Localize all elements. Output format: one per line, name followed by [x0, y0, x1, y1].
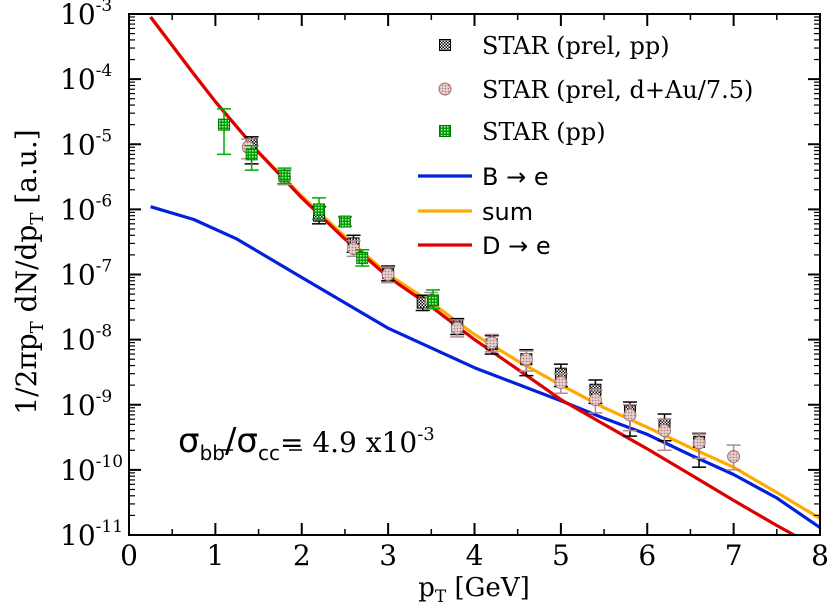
- x-tick-label: 6: [638, 539, 656, 572]
- data-point: [381, 268, 395, 281]
- legend-label: D → e: [482, 232, 551, 260]
- y-tick-label: 10-11: [60, 517, 123, 552]
- data-points: [217, 108, 741, 471]
- y-tick-label: 10-7: [60, 257, 112, 292]
- legend-label: B → e: [482, 163, 549, 191]
- data-point: [658, 424, 672, 438]
- data-point: [218, 118, 231, 131]
- data-point: [347, 242, 361, 256]
- x-axis: 0 1 2 3 4 5 6 7 8: [120, 14, 829, 572]
- x-tick-label: 2: [293, 539, 311, 572]
- legend-label: sum: [482, 198, 533, 226]
- y-axis-title: 1/2πpT dN/dpT [a.u.]: [10, 129, 48, 414]
- data-point: [278, 169, 291, 182]
- y-tick-label: 10-4: [60, 61, 112, 96]
- data-point: [313, 203, 326, 216]
- y-tick-label: 10-10: [60, 452, 123, 487]
- cross-section-ratio-annotation: σbb/σcc= 4.9 x10-3: [178, 421, 435, 465]
- data-point: [338, 215, 351, 228]
- data-point: [692, 436, 706, 450]
- data-point: [554, 375, 568, 389]
- y-tick-label: 10-5: [60, 126, 112, 161]
- x-tick-label: 8: [811, 539, 829, 572]
- data-point: [519, 352, 533, 366]
- y-tick-label: 10-6: [60, 191, 112, 226]
- data-point: [356, 251, 369, 264]
- data-point: [427, 294, 440, 307]
- curves: [149, 16, 820, 535]
- legend-label: STAR (prel, d+Au/7.5): [482, 76, 753, 104]
- data-point: [450, 321, 464, 335]
- y-axis: 10-3 10-4 10-5 10-6 10-7 10-8 10-9 10-10 10-11: [60, 0, 820, 552]
- data-point: [485, 336, 499, 350]
- legend-label: STAR (prel, pp): [482, 32, 670, 60]
- svg-text:σbb/σcc= 4.9 x10-3: σbb/σcc= 4.9 x10-3: [178, 421, 435, 465]
- x-tick-label: 3: [379, 539, 397, 572]
- x-tick-label: 7: [725, 539, 743, 572]
- data-point: [588, 393, 602, 407]
- y-tick-label: 10-3: [60, 0, 112, 31]
- y-tick-label: 10-8: [60, 322, 112, 357]
- x-tick-label: 4: [466, 539, 484, 572]
- data-point: [623, 408, 637, 422]
- legend-label: STAR (pp): [482, 118, 606, 146]
- data-point: [727, 450, 741, 464]
- x-tick-label: 1: [206, 539, 224, 572]
- legend-marker: [438, 82, 452, 96]
- legend: STAR (prel, pp) STAR (prel, d+Au/7.5) STAR…: [418, 32, 753, 260]
- x-tick-label: 5: [552, 539, 570, 572]
- x-axis-title: pT [GeV]: [418, 573, 529, 607]
- curve-2: [149, 16, 795, 535]
- legend-marker: [439, 39, 451, 51]
- x-tick-label: 0: [120, 539, 138, 572]
- y-tick-label: 10-9: [60, 387, 112, 422]
- data-point: [245, 148, 258, 161]
- legend-marker: [439, 125, 451, 137]
